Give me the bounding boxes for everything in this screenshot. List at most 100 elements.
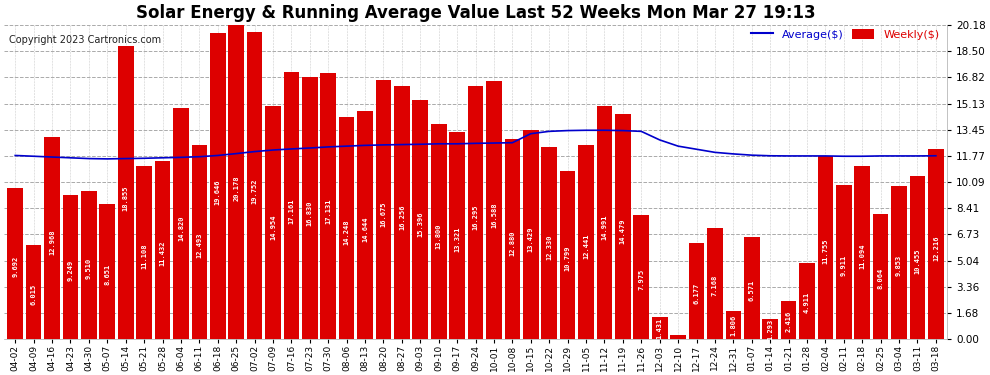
Bar: [449, 132, 465, 339]
Text: 4.911: 4.911: [804, 292, 810, 313]
Text: 19.752: 19.752: [251, 179, 257, 204]
Text: 16.675: 16.675: [380, 202, 386, 227]
Text: 6.177: 6.177: [694, 282, 700, 303]
Text: 9.911: 9.911: [841, 254, 846, 276]
Bar: [486, 81, 502, 339]
Bar: [689, 243, 704, 339]
Text: 2.416: 2.416: [786, 310, 792, 332]
Text: 9.249: 9.249: [67, 260, 73, 280]
Bar: [615, 114, 631, 339]
Bar: [154, 161, 170, 339]
Text: Copyright 2023 Cartronics.com: Copyright 2023 Cartronics.com: [9, 34, 161, 45]
Text: 14.479: 14.479: [620, 218, 626, 244]
Bar: [62, 195, 78, 339]
Text: 15.396: 15.396: [418, 211, 424, 237]
Bar: [26, 246, 42, 339]
Text: 10.799: 10.799: [564, 246, 570, 271]
Bar: [467, 86, 483, 339]
Text: 17.161: 17.161: [288, 198, 294, 223]
Title: Solar Energy & Running Average Value Last 52 Weeks Mon Mar 27 19:13: Solar Energy & Running Average Value Las…: [136, 4, 816, 22]
Bar: [707, 228, 723, 339]
Text: 13.321: 13.321: [454, 227, 460, 252]
Bar: [762, 319, 778, 339]
Text: 14.991: 14.991: [602, 214, 608, 240]
Text: 6.015: 6.015: [31, 284, 37, 305]
Bar: [357, 111, 373, 339]
Bar: [578, 146, 594, 339]
Text: 13.800: 13.800: [436, 223, 442, 249]
Text: 8.064: 8.064: [878, 268, 884, 290]
Bar: [375, 80, 391, 339]
Text: 9.510: 9.510: [86, 257, 92, 279]
Text: 14.954: 14.954: [270, 214, 276, 240]
Text: 6.571: 6.571: [748, 279, 754, 301]
Text: 10.455: 10.455: [915, 248, 921, 274]
Text: 1.293: 1.293: [767, 319, 773, 340]
Text: 8.651: 8.651: [104, 264, 110, 285]
Bar: [118, 46, 134, 339]
Bar: [247, 32, 262, 339]
Text: 11.108: 11.108: [142, 243, 148, 269]
Bar: [45, 137, 59, 339]
Bar: [836, 185, 851, 339]
Text: 12.880: 12.880: [510, 230, 516, 256]
Bar: [265, 106, 281, 339]
Bar: [229, 25, 244, 339]
Bar: [891, 186, 907, 339]
Bar: [81, 191, 97, 339]
Bar: [928, 149, 943, 339]
Bar: [431, 124, 446, 339]
Bar: [283, 72, 299, 339]
Bar: [173, 108, 189, 339]
Text: 12.968: 12.968: [50, 230, 55, 255]
Text: 16.830: 16.830: [307, 201, 313, 226]
Text: 12.216: 12.216: [933, 235, 939, 261]
Legend: Average($), Weekly($): Average($), Weekly($): [750, 29, 940, 40]
Bar: [394, 86, 410, 339]
Text: 18.855: 18.855: [123, 186, 129, 211]
Bar: [818, 156, 834, 339]
Bar: [191, 145, 207, 339]
Text: 16.588: 16.588: [491, 202, 497, 228]
Text: 11.755: 11.755: [823, 238, 829, 264]
Bar: [302, 77, 318, 339]
Text: 12.441: 12.441: [583, 233, 589, 259]
Bar: [597, 106, 612, 339]
Bar: [651, 317, 667, 339]
Text: 11.094: 11.094: [859, 243, 865, 269]
Text: 13.429: 13.429: [528, 226, 534, 252]
Bar: [910, 176, 926, 339]
Bar: [339, 117, 354, 339]
Bar: [670, 335, 686, 339]
Text: 17.131: 17.131: [326, 198, 332, 224]
Text: 16.256: 16.256: [399, 205, 405, 230]
Text: 12.330: 12.330: [546, 234, 552, 260]
Bar: [99, 204, 115, 339]
Text: 19.646: 19.646: [215, 180, 221, 205]
Text: 20.178: 20.178: [234, 176, 240, 201]
Bar: [210, 33, 226, 339]
Bar: [634, 215, 649, 339]
Bar: [559, 171, 575, 339]
Text: 16.295: 16.295: [472, 205, 478, 230]
Bar: [781, 302, 796, 339]
Text: 9.853: 9.853: [896, 255, 902, 276]
Bar: [873, 214, 888, 339]
Text: 14.248: 14.248: [344, 220, 349, 245]
Text: 14.820: 14.820: [178, 216, 184, 241]
Text: 14.644: 14.644: [362, 217, 368, 242]
Text: 12.493: 12.493: [196, 233, 202, 258]
Bar: [321, 72, 336, 339]
Bar: [7, 188, 23, 339]
Bar: [743, 237, 759, 339]
Text: 7.168: 7.168: [712, 275, 718, 296]
Bar: [542, 147, 557, 339]
Bar: [726, 311, 742, 339]
Text: 7.975: 7.975: [639, 269, 644, 290]
Bar: [505, 139, 520, 339]
Bar: [413, 99, 428, 339]
Bar: [137, 166, 151, 339]
Text: 11.432: 11.432: [159, 241, 165, 266]
Text: 1.431: 1.431: [656, 318, 662, 339]
Bar: [854, 166, 870, 339]
